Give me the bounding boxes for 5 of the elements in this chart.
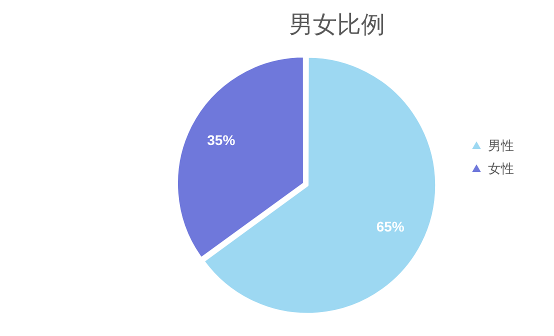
data-label: 65% [376, 218, 405, 234]
chart-title: 男女比例 [289, 10, 385, 39]
legend-label: 女性 [488, 162, 514, 177]
legend-label: 男性 [488, 138, 514, 154]
data-label: 35% [207, 132, 236, 148]
